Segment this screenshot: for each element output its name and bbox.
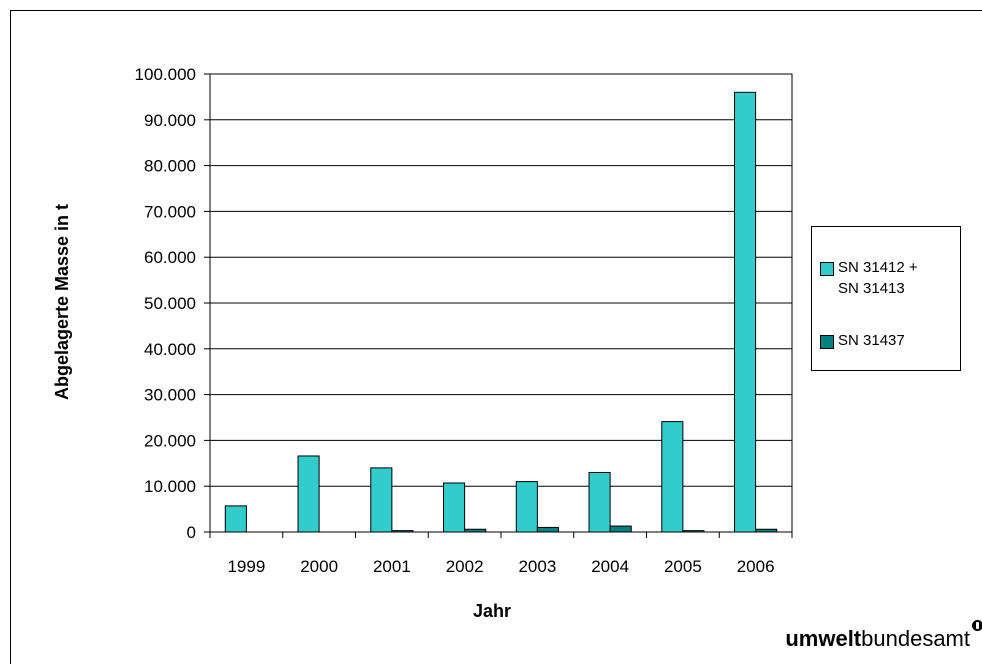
y-tick-label: 100.000 [135, 65, 196, 84]
bar-series-1-2004 [588, 471, 611, 533]
y-axis-label: Abgelagerte Masse in t [52, 204, 72, 400]
legend-label-series-2: SN 31437 [838, 332, 905, 349]
legend-label-series-1-line-2: SN 31413 [838, 280, 905, 297]
logo-text-bold: umwelt [785, 626, 862, 651]
bar-series-1-2001 [370, 467, 393, 533]
x-tick-label: 2006 [737, 557, 775, 576]
bar-series-1-2000 [297, 455, 320, 533]
bar-series-1-2002 [443, 482, 466, 533]
bars [224, 91, 778, 533]
logo-text-regular: bundesamt [861, 626, 970, 651]
bar-series-2-2005 [682, 530, 705, 533]
y-tick-label: 90.000 [144, 111, 196, 130]
legend: SN 31412 + SN 31413 SN 31437 [811, 226, 961, 371]
x-tick-label: 1999 [227, 557, 265, 576]
bar-series-1-2003 [515, 481, 538, 533]
x-tick-label: 2002 [446, 557, 484, 576]
bar-series-1-2006 [734, 91, 757, 533]
y-tick-label: 50.000 [144, 294, 196, 313]
x-axis-label: Jahr [473, 601, 511, 621]
y-tick-label: 40.000 [144, 340, 196, 359]
legend-item-series-1: SN 31412 + SN 31413 [820, 259, 918, 299]
x-tick-label: 2001 [373, 557, 411, 576]
y-tick-label: 80.000 [144, 157, 196, 176]
chart-frame [10, 10, 982, 664]
x-tick-label: 2004 [591, 557, 629, 576]
x-tick-label: 2000 [300, 557, 338, 576]
y-tick-label: 10.000 [144, 477, 196, 496]
bar-series-2-2004 [609, 525, 632, 533]
y-axis-ticks: 0 10.000 20.000 30.000 40.000 50.000 60.000 70.… [135, 65, 210, 542]
logo-mark-icon [972, 620, 982, 631]
x-axis-ticks: 1999 2000 2001 2002 2003 2004 2005 2006 [209, 532, 793, 576]
y-tick-label: 60.000 [144, 248, 196, 267]
bar-series-2-2006 [755, 528, 778, 533]
bar-series-1-1999 [224, 505, 247, 533]
legend-item-series-2: SN 31437 [820, 332, 905, 351]
legend-label-series-1-line-1: SN 31412 + [838, 259, 918, 276]
y-tick-label: 70.000 [144, 202, 196, 221]
y-tick-label: 20.000 [144, 431, 196, 450]
bar-series-2-2002 [464, 528, 487, 533]
bar-series-1-2005 [661, 421, 684, 533]
legend-swatch-series-2 [820, 335, 834, 349]
umweltbundesamt-logo: umweltbundesamt [785, 620, 982, 652]
y-tick-label: 0 [187, 523, 196, 542]
y-tick-label: 30.000 [144, 386, 196, 405]
gridlines [210, 73, 792, 487]
bar-series-2-2003 [536, 526, 559, 533]
x-tick-label: 2003 [518, 557, 556, 576]
legend-swatch-series-1 [820, 262, 834, 276]
bar-series-2-2001 [391, 530, 414, 533]
x-tick-label: 2005 [664, 557, 702, 576]
